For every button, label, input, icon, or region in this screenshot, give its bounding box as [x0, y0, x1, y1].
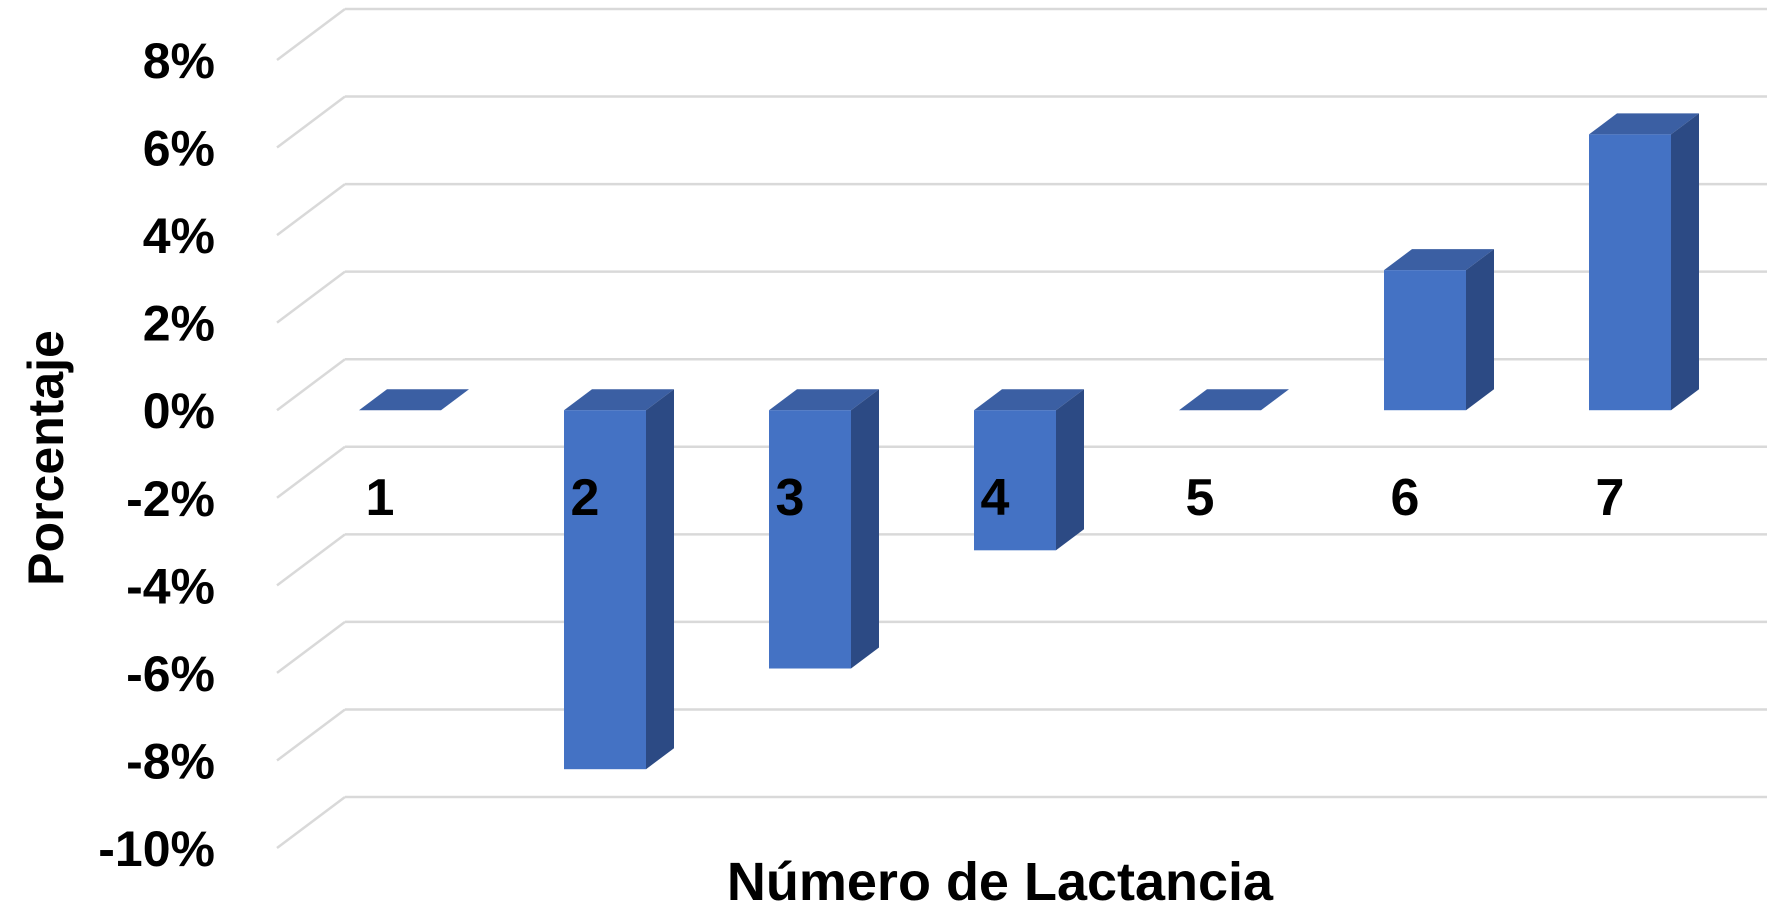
- bar: [359, 389, 469, 411]
- x-tick-label: 7: [1596, 469, 1625, 527]
- y-tick-label: 8%: [143, 33, 215, 89]
- y-tick-label: -10%: [98, 821, 215, 877]
- gridline: [276, 795, 1767, 849]
- x-tick-label: 4: [981, 469, 1010, 527]
- bar: [1384, 249, 1494, 411]
- gridline: [276, 95, 1767, 149]
- bar: [564, 389, 674, 770]
- gridline: [276, 620, 1767, 674]
- bar: [769, 389, 879, 669]
- y-tick-label: -6%: [126, 646, 215, 702]
- x-tick-label: 6: [1391, 469, 1420, 527]
- y-tick-label: -4%: [126, 558, 215, 614]
- x-tick-label: 5: [1186, 469, 1215, 527]
- y-tick-labels: 8% 6% 4% 2% 0% -2% -4% -6% -8% -10%: [98, 33, 215, 877]
- gridline: [276, 182, 1767, 237]
- x-axis-title: Número de Lactancia: [727, 852, 1274, 912]
- y-tick-label: 0%: [143, 383, 215, 439]
- bars-layer: [359, 113, 1699, 770]
- y-axis-title: Porcentaje: [18, 330, 74, 586]
- y-tick-label: 6%: [143, 121, 215, 177]
- x-tick-label: 2: [571, 469, 600, 527]
- x-tick-label: 3: [776, 469, 805, 527]
- bar: [1179, 389, 1289, 411]
- gridline: [276, 270, 1767, 324]
- y-tick-label: -8%: [126, 733, 215, 789]
- bar: [1589, 113, 1699, 411]
- bar: [974, 389, 1084, 551]
- x-tick-label: 1: [366, 469, 395, 527]
- y-tick-label: 2%: [143, 296, 215, 352]
- gridline: [276, 708, 1767, 762]
- y-tick-label: -2%: [126, 471, 215, 527]
- gridline: [276, 357, 1767, 412]
- gridline: [276, 7, 1767, 61]
- y-tick-label: 4%: [143, 208, 215, 264]
- x-tick-labels: 1 2 3 4 5 6 7: [366, 469, 1625, 527]
